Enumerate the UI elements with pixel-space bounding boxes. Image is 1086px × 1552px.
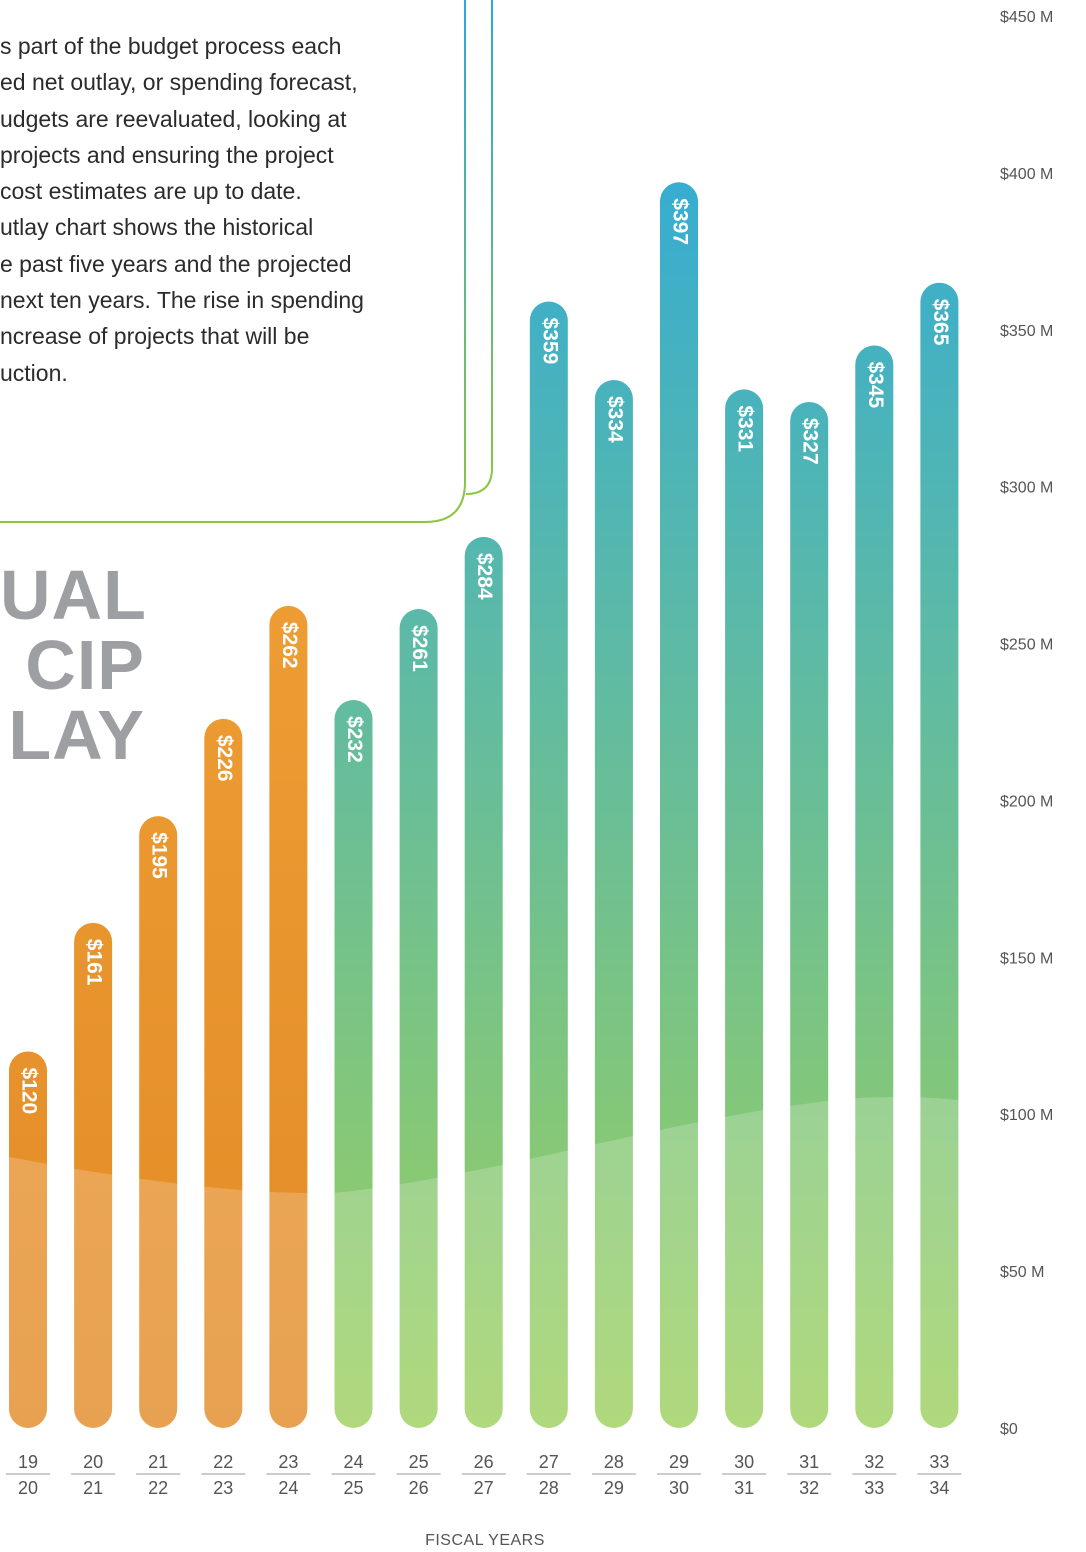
y-tick-label: $200 M xyxy=(1000,793,1053,810)
description-line: next ten years. The rise in spending xyxy=(0,287,364,314)
bar-value-label: $161 xyxy=(83,939,106,986)
y-tick-label: $250 M xyxy=(1000,637,1053,654)
x-tick-label-bottom: 24 xyxy=(278,1478,298,1498)
chart-title-fragment: UAL CIP LAY xyxy=(0,556,147,774)
title-line: CIP xyxy=(25,626,145,704)
description-paragraph: s part of the budget process each ed net… xyxy=(0,28,440,391)
x-tick-label-bottom: 27 xyxy=(474,1478,494,1498)
x-tick-label-bottom: 33 xyxy=(864,1478,884,1498)
x-tick-label-top: 30 xyxy=(734,1452,754,1472)
bar-value-label: $365 xyxy=(929,299,952,346)
bar-value-label: $284 xyxy=(473,553,496,600)
x-tick-label-top: 21 xyxy=(148,1452,168,1472)
x-tick-label-bottom: 26 xyxy=(409,1478,429,1498)
x-axis-label: FISCAL YEARS xyxy=(425,1532,545,1549)
bar-historical xyxy=(9,1051,47,1428)
bar-value-label: $359 xyxy=(538,318,561,365)
bar-historical xyxy=(204,718,243,1428)
y-tick-label: $400 M xyxy=(1000,166,1053,183)
x-tick-label-bottom: 29 xyxy=(604,1478,624,1498)
x-tick-label-bottom: 25 xyxy=(343,1478,363,1498)
x-tick-label-top: 20 xyxy=(83,1452,103,1472)
bar-value-label: $327 xyxy=(799,418,822,465)
x-tick-label-top: 25 xyxy=(409,1452,429,1472)
description-line: utlay chart shows the historical xyxy=(0,214,314,241)
bar-value-label: $195 xyxy=(148,832,171,879)
x-tick-label-bottom: 23 xyxy=(213,1478,233,1498)
y-tick-label: $0 xyxy=(1000,1421,1018,1438)
bar-value-label: $345 xyxy=(864,361,887,408)
y-tick-label: $450 M xyxy=(1000,9,1053,26)
description-line: projects and ensuring the project xyxy=(0,141,334,168)
x-tick-label-bottom: 28 xyxy=(539,1478,559,1498)
y-tick-label: $150 M xyxy=(1000,950,1053,967)
x-tick-label-top: 33 xyxy=(929,1452,949,1472)
bar-value-label: $120 xyxy=(17,1067,40,1114)
bar-value-label: $261 xyxy=(408,625,431,672)
x-tick-label-top: 28 xyxy=(604,1452,624,1472)
bar-historical xyxy=(269,605,308,1428)
y-tick-label: $350 M xyxy=(1000,323,1053,340)
bar-projected xyxy=(594,379,633,1429)
x-tick-label-bottom: 30 xyxy=(669,1478,689,1498)
description-frame xyxy=(0,0,493,523)
description-line: cost estimates are up to date. xyxy=(0,178,302,205)
description-line: ed net outlay, or spending forecast, xyxy=(0,69,358,96)
description-line: e past five years and the projected xyxy=(0,250,352,277)
x-tick-label-bottom: 34 xyxy=(929,1478,949,1498)
x-tick-label-bottom: 21 xyxy=(83,1478,103,1498)
bar-projected xyxy=(334,700,373,1428)
description-line: uction. xyxy=(0,359,68,386)
x-tick-label-top: 27 xyxy=(539,1452,559,1472)
bar-projected xyxy=(790,401,829,1428)
y-tick-label: $50 M xyxy=(1000,1264,1044,1281)
x-tick-label-bottom: 22 xyxy=(148,1478,168,1498)
bar-value-label: $331 xyxy=(734,405,757,452)
title-line: LAY xyxy=(8,696,145,774)
description-line: udgets are reevaluated, looking at xyxy=(0,105,347,132)
bar-projected xyxy=(529,301,568,1428)
x-tick-label-top: 19 xyxy=(18,1452,38,1472)
x-tick-label-top: 31 xyxy=(799,1452,819,1472)
bar-projected xyxy=(920,282,959,1428)
x-tick-label-bottom: 32 xyxy=(799,1478,819,1498)
bar-value-label: $232 xyxy=(343,716,366,763)
bar-value-label: $226 xyxy=(213,735,236,782)
bar-projected xyxy=(399,609,438,1428)
x-tick-label-top: 26 xyxy=(474,1452,494,1472)
wave-band xyxy=(0,1097,975,1428)
bar-value-label: $397 xyxy=(668,198,691,245)
bar-projected xyxy=(464,536,503,1428)
x-tick-label-top: 23 xyxy=(278,1452,298,1472)
description-line: s part of the budget process each xyxy=(0,33,342,59)
y-tick-label: $100 M xyxy=(1000,1107,1053,1124)
x-tick-label-bottom: 31 xyxy=(734,1478,754,1498)
x-tick-label-top: 32 xyxy=(864,1452,884,1472)
bar-value-label: $334 xyxy=(603,396,626,443)
title-line: UAL xyxy=(0,556,147,634)
x-tick-label-top: 29 xyxy=(669,1452,689,1472)
bar-projected xyxy=(660,182,698,1428)
x-tick-label-bottom: 20 xyxy=(18,1478,38,1498)
x-tick-label-top: 24 xyxy=(343,1452,363,1472)
bar-historical xyxy=(139,816,178,1428)
x-tick-label-top: 22 xyxy=(213,1452,233,1472)
bar-value-label: $262 xyxy=(278,622,301,669)
bar-projected xyxy=(725,389,764,1429)
y-tick-label: $300 M xyxy=(1000,480,1053,497)
bar-historical xyxy=(74,922,113,1428)
bar-projected xyxy=(855,345,894,1428)
description-line: ncrease of projects that will be xyxy=(0,323,310,350)
